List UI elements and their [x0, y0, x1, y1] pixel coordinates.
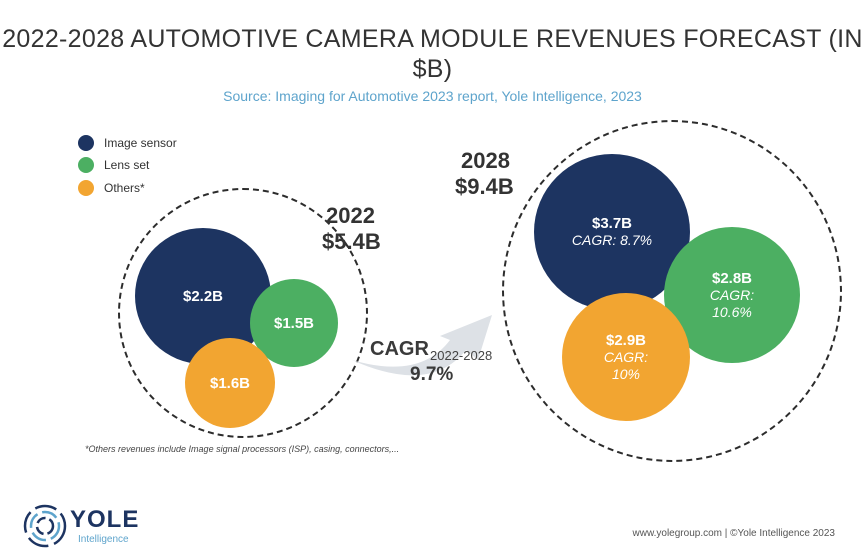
bubble-value: $3.7B: [591, 215, 633, 232]
group-2028-year: 2028: [461, 148, 510, 173]
legend-dot: [78, 180, 94, 196]
arrow-cagr-label: CAGR: [370, 338, 429, 360]
chart-title: 2022-2028 AUTOMOTIVE CAMERA MODULE REVEN…: [2, 25, 863, 83]
bubble-2022-others: $1.6B: [185, 338, 275, 428]
legend-label: Others*: [104, 181, 145, 195]
growth-arrow-icon: [352, 315, 492, 376]
bubble-cagr: CAGR: 8.7%: [571, 232, 653, 248]
bubble-value: $2.8B: [711, 269, 753, 287]
group-2022-ring: [118, 188, 368, 438]
bubble-cagr-value: 10%: [611, 365, 641, 382]
arrow-cagr-period: 2022-2028: [430, 348, 493, 363]
legend-label: Image sensor: [104, 136, 177, 150]
footnote: *Others revenues include Image signal pr…: [85, 444, 400, 454]
bubble-cagr-value: 10.6%: [712, 303, 752, 320]
bubble-value: $1.5B: [273, 314, 315, 332]
group-2028-total: $9.4B: [455, 174, 514, 199]
bubble-2028-others: $2.9B CAGR: 10%: [562, 293, 690, 421]
legend-label: Lens set: [104, 158, 150, 172]
group-2022-year: 2022: [326, 203, 375, 228]
yole-logo-icon: [23, 504, 67, 548]
logo-text: YOLE: [70, 506, 140, 533]
group-2022-total: $5.4B: [322, 229, 381, 254]
bubble-cagr: CAGR:: [603, 348, 649, 365]
legend-dot: [78, 157, 94, 173]
legend-item-image-sensor: Image sensor: [78, 135, 177, 151]
bubble-value: $2.2B: [182, 287, 224, 305]
legend-item-lens-set: Lens set: [78, 157, 149, 173]
copyright: www.yolegroup.com | ©Yole Intelligence 2…: [632, 528, 836, 539]
bubble-cagr: CAGR:: [709, 286, 755, 303]
arrow-cagr-value: 9.7%: [410, 364, 454, 385]
bubble-value: $1.6B: [209, 374, 251, 392]
legend-item-others: Others*: [78, 180, 145, 196]
chart-subtitle: Source: Imaging for Automotive 2023 repo…: [223, 88, 642, 104]
logo-subtext: Intelligence: [78, 534, 129, 545]
bubble-value: $2.9B: [605, 331, 647, 349]
group-2028-ring: [502, 120, 842, 462]
legend-dot: [78, 135, 94, 151]
bubble-2022-lens-set: $1.5B: [250, 279, 338, 367]
